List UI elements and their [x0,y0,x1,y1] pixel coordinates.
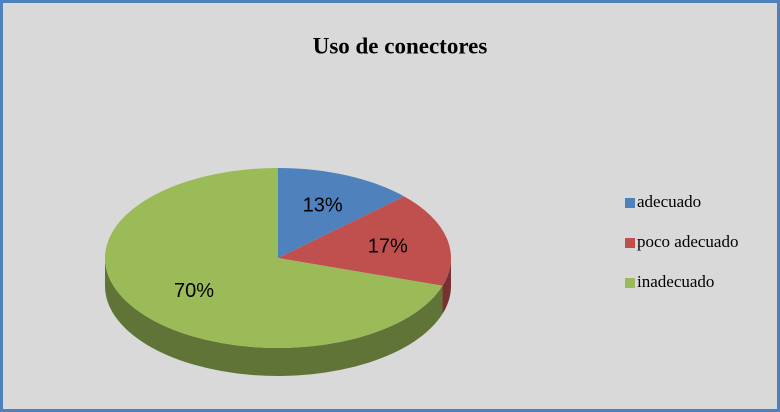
slice [278,168,405,258]
legend-label: adecuado [637,192,701,211]
legend-label: inadecuado [637,272,714,291]
slice-side [105,258,443,377]
value-label: 13% [303,195,343,217]
slice-side [442,258,451,314]
slice [105,168,443,348]
legend-swatch [625,198,635,208]
slice [278,196,452,286]
legend-swatch [625,278,635,288]
chart-title: Uso de conectores [313,33,488,58]
legend-swatch [625,238,635,248]
value-label: 17% [368,236,408,258]
legend-label: poco adecuado [637,232,738,251]
value-label: 70% [174,280,214,302]
